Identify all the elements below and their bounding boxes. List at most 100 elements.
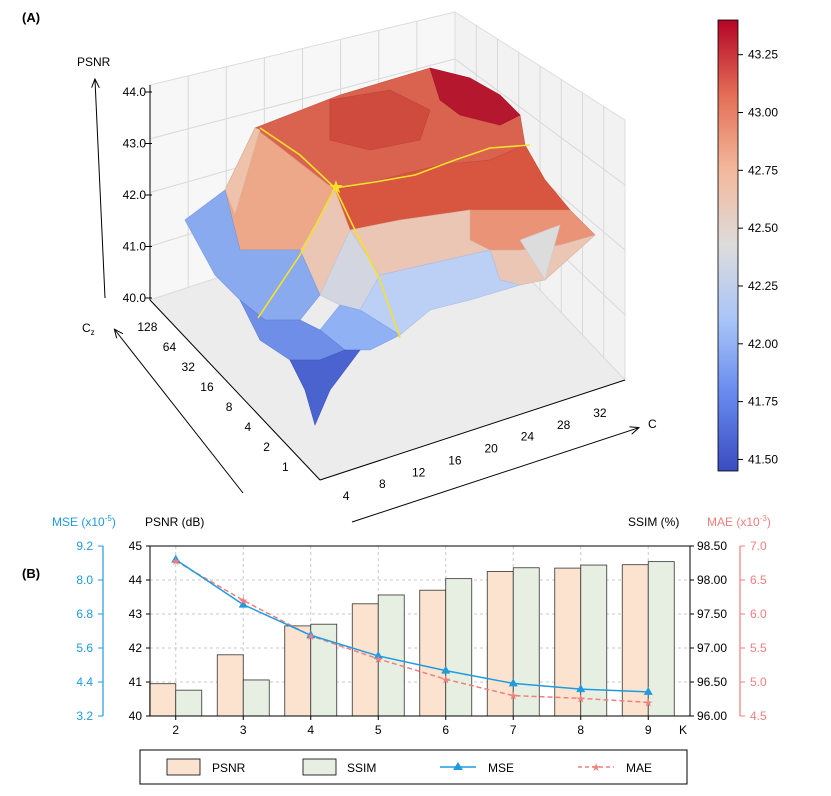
cz-tick-label: 16 — [200, 380, 214, 394]
colorbar — [718, 20, 738, 471]
psnr-axis-title: PSNR (dB) — [145, 515, 204, 529]
c-tick-label: 28 — [557, 418, 571, 432]
cz-tick-label: 8 — [226, 400, 233, 414]
colorbar-tick-label: 41.50 — [748, 452, 778, 466]
mse-axis-title: MSE (x10-5) — [52, 514, 116, 529]
mae-tick-label: 4.5 — [750, 709, 767, 723]
c-tick-label: 4 — [343, 489, 350, 503]
z-axis-arrow — [95, 80, 105, 298]
ssim-bar — [176, 690, 202, 716]
mse-tick-label: 3.2 — [76, 709, 93, 723]
legend-ssim-label: SSIM — [347, 761, 376, 775]
ssim-bar — [243, 680, 269, 716]
cz-tick-label: 32 — [182, 360, 196, 374]
z-tick-label: 41.0 — [123, 240, 147, 254]
c-tick-label: 12 — [412, 465, 426, 479]
z-ticks: 40.0 41.0 42.0 43.0 44.0 — [123, 85, 152, 305]
ssim-axis-title: SSIM (%) — [628, 515, 679, 529]
ssim-tick-label: 97.50 — [697, 607, 727, 621]
x-tick-label: 5 — [375, 723, 382, 737]
z-tick-label: 44.0 — [123, 85, 147, 99]
x-tick-label: 7 — [510, 723, 517, 737]
psnr-tick-label: 42 — [129, 641, 143, 655]
ssim-bar — [446, 579, 472, 716]
cz-tick-label: 64 — [163, 340, 177, 354]
psnr-tick-label: 44 — [129, 573, 143, 587]
x-tick-label: 6 — [442, 723, 449, 737]
ssim-tick-label: 96.00 — [697, 709, 727, 723]
x-tick-label: 3 — [240, 723, 247, 737]
cz-tick-label: 4 — [244, 420, 251, 434]
ssim-tick-label: 96.50 — [697, 675, 727, 689]
optimum-star-icon: ★ — [328, 177, 344, 197]
ssim-bar — [648, 562, 674, 716]
legend-mae-marker: ★ — [591, 762, 601, 774]
c-axis-label: C — [648, 417, 657, 431]
mse-tick-label: 4.4 — [76, 675, 93, 689]
x-tick-label: 2 — [172, 723, 179, 737]
psnr-bar — [622, 565, 648, 716]
colorbar-tick-label: 42.50 — [748, 221, 778, 235]
mae-point: ★ — [238, 595, 248, 607]
legend: PSNR SSIM MSE ★ MAE — [140, 750, 687, 784]
panel-a: (A) — [22, 10, 778, 522]
colorbar-tick-label: 42.75 — [748, 163, 778, 177]
cz-tick-label: 128 — [137, 320, 157, 334]
colorbar-tick-label: 42.25 — [748, 279, 778, 293]
c-tick-label: 16 — [448, 453, 462, 467]
legend-ssim-swatch — [303, 759, 336, 775]
c-tick-label: 24 — [521, 430, 535, 444]
ssim-tick-label: 98.50 — [697, 539, 727, 553]
c-tick-label: 20 — [484, 442, 498, 456]
colorbar-tick-label: 42.00 — [748, 337, 778, 351]
c-tick-label: 32 — [593, 406, 607, 420]
mae-point: ★ — [306, 631, 316, 643]
mse-tick-label: 9.2 — [76, 539, 93, 553]
mae-tick-label: 6.0 — [750, 607, 767, 621]
cz-tick-label: 1 — [282, 460, 289, 474]
psnr-tick-label: 43 — [129, 607, 143, 621]
psnr-tick-label: 45 — [129, 539, 143, 553]
mae-point: ★ — [643, 697, 653, 709]
mse-tick-label: 6.8 — [76, 607, 93, 621]
legend-mse-label: MSE — [488, 761, 514, 775]
colorbar-tick-label: 43.00 — [748, 106, 778, 120]
z-tick-label: 40.0 — [123, 291, 147, 305]
x-tick-label: 4 — [307, 723, 314, 737]
psnr-bar — [420, 590, 446, 716]
mae-point: ★ — [373, 654, 383, 666]
mae-tick-label: 5.0 — [750, 675, 767, 689]
mae-tick-label: 7.0 — [750, 539, 767, 553]
legend-psnr-label: PSNR — [212, 761, 246, 775]
mse-tick-label: 5.6 — [76, 641, 93, 655]
cz-axis-label: Cz — [82, 321, 95, 337]
mae-point: ★ — [171, 556, 181, 568]
panel-b-label: (B) — [22, 566, 40, 581]
cz-tick-label: 2 — [263, 440, 270, 454]
legend-psnr-swatch — [167, 759, 200, 775]
colorbar-ticks: 41.50 41.75 42.00 42.25 42.50 42.75 43.00 43.25 — [738, 48, 778, 467]
x-tick-label: 9 — [645, 723, 652, 737]
mae-point: ★ — [508, 691, 518, 703]
figure: (A) — [0, 0, 831, 796]
legend-mae-label: MAE — [626, 761, 652, 775]
mae-tick-label: 5.5 — [750, 641, 767, 655]
panel-b: (B) MSE (x10-5) PSNR (dB) SSIM (%) MAE (… — [22, 514, 771, 784]
ssim-tick-label: 98.00 — [697, 573, 727, 587]
x-axis-label: K — [679, 723, 687, 737]
psnr-tick-label: 41 — [129, 675, 143, 689]
c-tick-label: 8 — [379, 477, 386, 491]
mae-axis-title: MAE (x10-3) — [707, 514, 771, 529]
colorbar-tick-label: 43.25 — [748, 48, 778, 62]
colorbar-tick-label: 41.75 — [748, 395, 778, 409]
psnr-bar — [150, 684, 176, 716]
mae-point: ★ — [441, 674, 451, 686]
psnr-tick-label: 40 — [129, 709, 143, 723]
x-tick-label: 8 — [577, 723, 584, 737]
mae-tick-label: 6.5 — [750, 573, 767, 587]
ssim-tick-label: 97.00 — [697, 641, 727, 655]
z-tick-label: 42.0 — [123, 188, 147, 202]
bars — [150, 562, 675, 716]
mae-point: ★ — [576, 693, 586, 705]
z-tick-label: 43.0 — [123, 137, 147, 151]
